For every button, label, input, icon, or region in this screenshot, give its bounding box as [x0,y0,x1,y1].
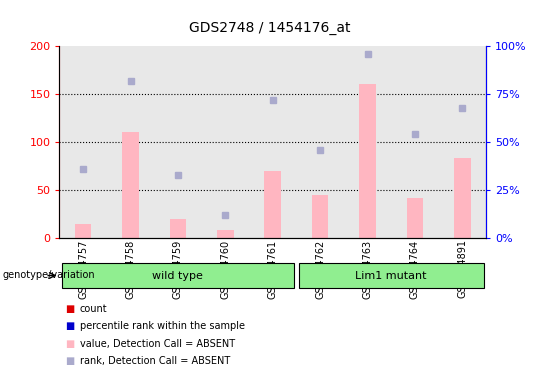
Text: percentile rank within the sample: percentile rank within the sample [80,321,245,331]
Text: GDS2748 / 1454176_at: GDS2748 / 1454176_at [189,21,351,35]
FancyBboxPatch shape [62,263,294,288]
FancyBboxPatch shape [299,263,484,288]
Text: ■: ■ [65,356,74,366]
Text: rank, Detection Call = ABSENT: rank, Detection Call = ABSENT [80,356,230,366]
Bar [217,230,234,238]
Bar [359,84,376,238]
Text: genotype/variation: genotype/variation [3,270,96,280]
Text: Lim1 mutant: Lim1 mutant [355,270,427,281]
Text: ■: ■ [65,339,74,349]
Text: wild type: wild type [152,270,204,281]
Text: count: count [80,304,107,314]
Bar [75,223,91,238]
Bar [312,195,328,238]
Bar [122,132,139,238]
Bar [407,198,423,238]
Text: value, Detection Call = ABSENT: value, Detection Call = ABSENT [80,339,235,349]
Text: ■: ■ [65,304,74,314]
Bar [170,219,186,238]
Bar [454,158,470,238]
Bar [265,171,281,238]
Text: ■: ■ [65,321,74,331]
